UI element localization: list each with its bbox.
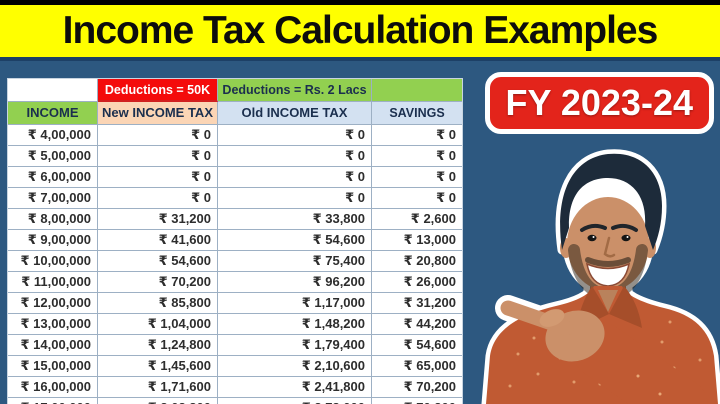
table-cell: ₹ 16,00,000 bbox=[8, 377, 98, 398]
table-row: ₹ 12,00,000 ₹ 85,800 ₹ 1,17,000 ₹ 31,200 bbox=[8, 293, 462, 314]
table-cell: ₹ 0 bbox=[372, 146, 462, 167]
table-body: ₹ 4,00,000 ₹ 0 ₹ 0 ₹ 0 ₹ 5,00,000 ₹ 0 ₹ 0 ₹ 0 ₹ … bbox=[8, 125, 462, 404]
table-cell: ₹ 1,24,800 bbox=[98, 335, 218, 356]
deductions-old-regime-cell: Deductions = Rs. 2 Lacs bbox=[218, 79, 372, 102]
table-cell: ₹ 13,000 bbox=[372, 230, 462, 251]
table-cell: ₹ 6,00,000 bbox=[8, 167, 98, 188]
fiscal-year-badge: FY 2023-24 bbox=[484, 72, 714, 134]
table-row: ₹ 10,00,000 ₹ 54,600 ₹ 75,400 ₹ 20,800 bbox=[8, 251, 462, 272]
table-cell: ₹ 4,00,000 bbox=[8, 125, 98, 146]
table-cell: ₹ 11,00,000 bbox=[8, 272, 98, 293]
table-cell: ₹ 8,00,000 bbox=[8, 209, 98, 230]
table-cell: ₹ 75,400 bbox=[218, 251, 372, 272]
table-cell: ₹ 1,04,000 bbox=[98, 314, 218, 335]
table-row: ₹ 17,00,000₹ 2,02,800₹ 2,73,000₹ 70,200 bbox=[8, 398, 462, 404]
table-cell: ₹ 0 bbox=[218, 167, 372, 188]
deductions-savings-spacer-cell bbox=[372, 79, 462, 102]
deductions-new-regime-cell: Deductions = 50K bbox=[98, 79, 218, 102]
table-row: ₹ 8,00,000 ₹ 31,200 ₹ 33,800 ₹ 2,600 bbox=[8, 209, 462, 230]
table-row: ₹ 6,00,000 ₹ 0 ₹ 0 ₹ 0 bbox=[8, 167, 462, 188]
man-pointing-left-icon bbox=[481, 149, 720, 404]
table-cell: ₹ 17,00,000 bbox=[8, 398, 98, 404]
table-cell: ₹ 33,800 bbox=[218, 209, 372, 230]
table-cell: ₹ 7,00,000 bbox=[8, 188, 98, 209]
table-cell: ₹ 20,800 bbox=[372, 251, 462, 272]
table-cell: ₹ 0 bbox=[218, 146, 372, 167]
column-header-new-income-tax: New INCOME TAX bbox=[98, 102, 218, 125]
top-border bbox=[0, 0, 720, 5]
table-cell: ₹ 54,600 bbox=[98, 251, 218, 272]
table-cell: ₹ 12,00,000 bbox=[8, 293, 98, 314]
table-cell: ₹ 70,200 bbox=[372, 398, 462, 404]
table-cell: ₹ 0 bbox=[218, 188, 372, 209]
table-cell: ₹ 0 bbox=[98, 167, 218, 188]
table-row: ₹ 7,00,000 ₹ 0 ₹ 0 ₹ 0 bbox=[8, 188, 462, 209]
table-cell: ₹ 9,00,000 bbox=[8, 230, 98, 251]
table-cell: ₹ 10,00,000 bbox=[8, 251, 98, 272]
table-row: ₹ 9,00,000 ₹ 41,600 ₹ 54,600 ₹ 13,000 bbox=[8, 230, 462, 251]
table-cell: ₹ 54,600 bbox=[218, 230, 372, 251]
column-header-savings: SAVINGS bbox=[372, 102, 462, 125]
table-row: ₹ 14,00,000 ₹ 1,24,800 ₹ 1,79,400 ₹ 54,600 bbox=[8, 335, 462, 356]
table-cell: ₹ 65,000 bbox=[372, 356, 462, 377]
table-cell: ₹ 70,200 bbox=[372, 377, 462, 398]
column-header-income: INCOME bbox=[8, 102, 98, 125]
table-cell: ₹ 1,48,200 bbox=[218, 314, 372, 335]
table-cell: ₹ 0 bbox=[372, 125, 462, 146]
table-cell: ₹ 96,200 bbox=[218, 272, 372, 293]
title-banner: Income Tax Calculation Examples bbox=[0, 5, 720, 61]
table-cell: ₹ 0 bbox=[98, 125, 218, 146]
table-cell: ₹ 2,73,000 bbox=[218, 398, 372, 404]
table-cell: ₹ 31,200 bbox=[98, 209, 218, 230]
table-cell: ₹ 0 bbox=[98, 146, 218, 167]
table-cell: ₹ 2,02,800 bbox=[98, 398, 218, 404]
table-cell: ₹ 70,200 bbox=[98, 272, 218, 293]
deductions-header-row: Deductions = 50K Deductions = Rs. 2 Lacs bbox=[8, 79, 462, 102]
table-row: ₹ 15,00,000 ₹ 1,45,600 ₹ 2,10,600 ₹ 65,000 bbox=[8, 356, 462, 377]
table-row: ₹ 16,00,000 ₹ 1,71,600 ₹ 2,41,800 ₹ 70,200 bbox=[8, 377, 462, 398]
table-cell: ₹ 1,79,400 bbox=[218, 335, 372, 356]
income-tax-table: Deductions = 50K Deductions = Rs. 2 Lacs… bbox=[7, 78, 463, 404]
table-cell: ₹ 31,200 bbox=[372, 293, 462, 314]
table-cell: ₹ 2,600 bbox=[372, 209, 462, 230]
table-cell: ₹ 1,17,000 bbox=[218, 293, 372, 314]
table-cell: ₹ 2,10,600 bbox=[218, 356, 372, 377]
table-cell: ₹ 5,00,000 bbox=[8, 146, 98, 167]
table-cell: ₹ 44,200 bbox=[372, 314, 462, 335]
page-title: Income Tax Calculation Examples bbox=[62, 9, 659, 52]
table-cell: ₹ 26,000 bbox=[372, 272, 462, 293]
table-cell: ₹ 14,00,000 bbox=[8, 335, 98, 356]
column-header-old-income-tax: Old INCOME TAX bbox=[218, 102, 372, 125]
table-cell: ₹ 13,00,000 bbox=[8, 314, 98, 335]
table-cell: ₹ 1,71,600 bbox=[98, 377, 218, 398]
table-cell: ₹ 85,800 bbox=[98, 293, 218, 314]
table-row: ₹ 13,00,000 ₹ 1,04,000 ₹ 1,48,200 ₹ 44,200 bbox=[8, 314, 462, 335]
column-header-row: INCOME New INCOME TAX Old INCOME TAX SAV… bbox=[8, 102, 462, 125]
table-row: ₹ 4,00,000 ₹ 0 ₹ 0 ₹ 0 bbox=[8, 125, 462, 146]
table-cell: ₹ 2,41,800 bbox=[218, 377, 372, 398]
table-cell: ₹ 54,600 bbox=[372, 335, 462, 356]
table-row: ₹ 11,00,000 ₹ 70,200 ₹ 96,200 ₹ 26,000 bbox=[8, 272, 462, 293]
table-cell: ₹ 41,600 bbox=[98, 230, 218, 251]
table-cell: ₹ 0 bbox=[218, 125, 372, 146]
table-cell: ₹ 0 bbox=[98, 188, 218, 209]
table-cell: ₹ 0 bbox=[372, 167, 462, 188]
table-cell: ₹ 0 bbox=[372, 188, 462, 209]
table-cell: ₹ 15,00,000 bbox=[8, 356, 98, 377]
table-cell: ₹ 1,45,600 bbox=[98, 356, 218, 377]
deductions-spacer-cell bbox=[8, 79, 98, 102]
table-row: ₹ 5,00,000 ₹ 0 ₹ 0 ₹ 0 bbox=[8, 146, 462, 167]
